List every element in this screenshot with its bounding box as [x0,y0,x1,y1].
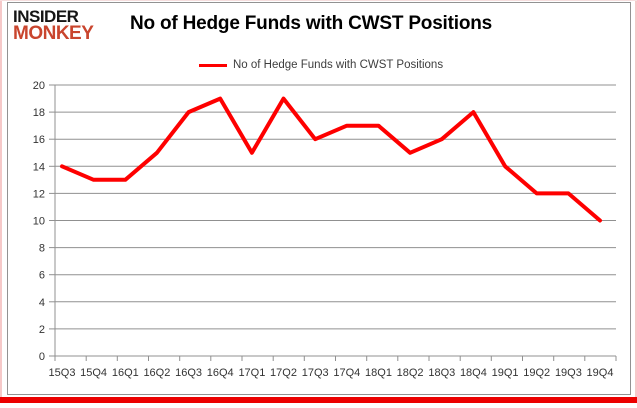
insider-monkey-logo: INSIDER MONKEY [13,7,94,44]
top-accent-strip [0,0,637,1]
right-accent-strip [635,0,637,403]
logo-text-monkey: MONKEY [13,23,94,44]
legend-line-swatch [199,63,227,67]
bottom-accent-bar [0,397,637,403]
logo-text-insider: INSIDER [13,7,79,26]
left-accent-strip [0,0,2,403]
legend: No of Hedge Funds with CWST Positions [199,57,443,73]
legend-label: No of Hedge Funds with CWST Positions [233,59,444,71]
chart-title: No of Hedge Funds with CWST Positions [130,13,493,34]
